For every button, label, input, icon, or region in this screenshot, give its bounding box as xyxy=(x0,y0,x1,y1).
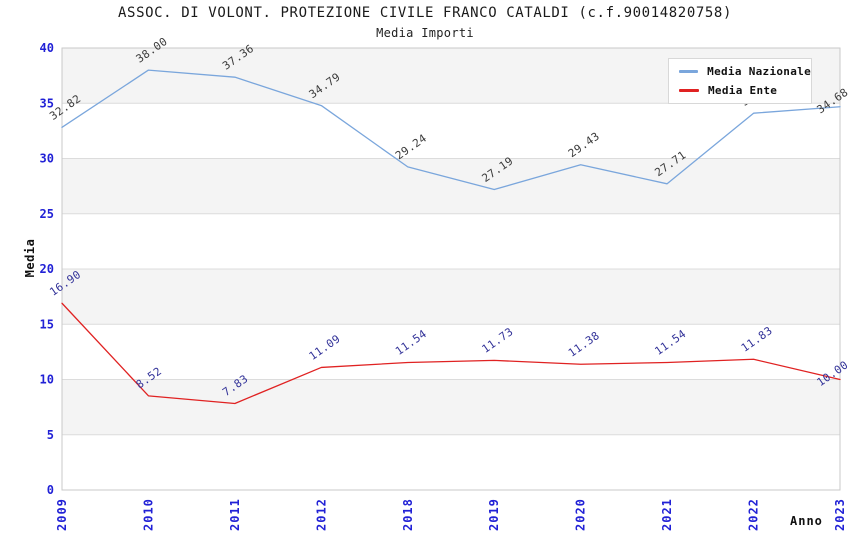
series-line-media-nazionale xyxy=(61,69,841,191)
chart-subtitle: Media Importi xyxy=(376,26,474,40)
media-ente-line-swatch-icon xyxy=(679,89,699,92)
x-tick-label: 2009 xyxy=(55,498,69,531)
series-line-media-ente xyxy=(61,302,841,405)
y-tick-label: 5 xyxy=(47,428,54,442)
x-tick-label: 2011 xyxy=(228,498,242,531)
x-tick-label: 2019 xyxy=(487,498,501,531)
y-tick-label: 15 xyxy=(40,317,54,331)
media-nazionale-line-swatch-icon xyxy=(679,70,699,73)
x-axis-title: Anno xyxy=(790,514,823,528)
x-tick-label: 2022 xyxy=(747,498,761,531)
y-tick-label: 30 xyxy=(40,152,54,166)
legend-label: Media Nazionale xyxy=(707,65,811,78)
chart-title: ASSOC. DI VOLONT. PROTEZIONE CIVILE FRAN… xyxy=(118,5,732,21)
plot-border xyxy=(61,47,841,491)
y-tick-label: 40 xyxy=(40,41,54,55)
y-axis-title: Media xyxy=(23,238,37,278)
x-tick-label: 2018 xyxy=(401,498,415,531)
x-tick-label: 2012 xyxy=(314,498,328,531)
x-tick-label: 2021 xyxy=(660,498,674,531)
plot-band xyxy=(62,158,840,214)
plot-band xyxy=(62,269,840,325)
legend-label: Media Ente xyxy=(708,84,778,97)
y-tick-label: 10 xyxy=(40,373,54,387)
x-tick-label: 2010 xyxy=(141,498,155,531)
y-tick-label: 20 xyxy=(40,262,54,276)
y-tick-label: 35 xyxy=(40,96,54,110)
chart-legend: Media Nazionale Media Ente xyxy=(668,58,812,104)
y-tick-label: 0 xyxy=(47,483,54,497)
legend-item-media-ente: Media Ente xyxy=(679,84,811,97)
legend-item-media-nazionale: Media Nazionale xyxy=(679,65,811,78)
x-tick-label: 2020 xyxy=(574,498,588,531)
plot-band xyxy=(62,379,840,435)
y-tick-label: 25 xyxy=(40,207,54,221)
x-tick-label: 2023 xyxy=(833,498,847,531)
